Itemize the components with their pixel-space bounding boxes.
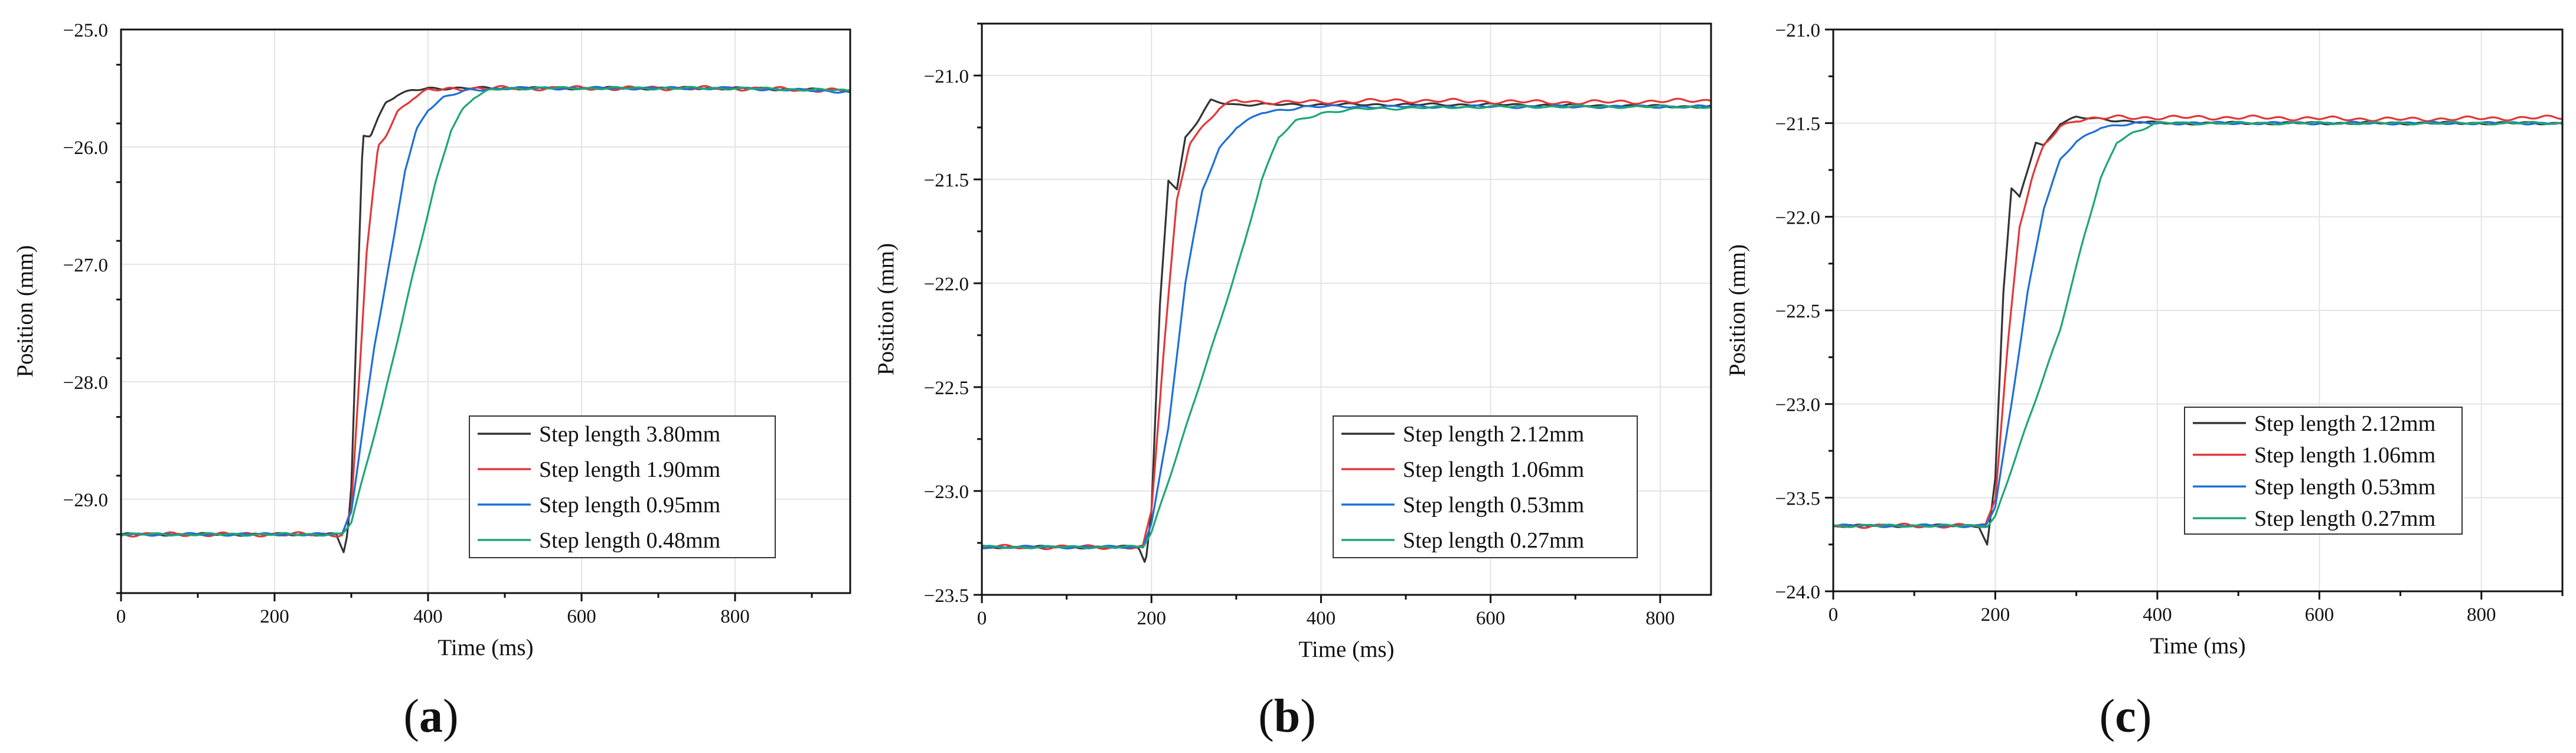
y-tick-label: −28.0 <box>63 372 108 394</box>
legend-label-4: Step length 0.27mm <box>1403 528 1584 553</box>
chart-panel-c: 0 200 400 600 800 −24.0 −23.5 −23.0 −22.5 −22.0 −2… <box>1725 20 2564 742</box>
y-tick-label: −26.0 <box>63 137 108 159</box>
y-tick-label: −29.0 <box>63 490 108 511</box>
x-tick-label: 0 <box>116 606 126 627</box>
y-tick-label: −22.5 <box>1775 301 1820 322</box>
x-tick-label: 800 <box>720 606 750 627</box>
legend-label-1: Step length 3.80mm <box>539 422 720 447</box>
x-tick-label: 200 <box>1981 604 2010 626</box>
x-axis-label: Time (ms) <box>1298 637 1394 662</box>
y-tick-label: −24.0 <box>1775 582 1820 603</box>
legend-label-4: Step length 0.27mm <box>2254 506 2435 531</box>
x-axis-label: Time (ms) <box>2150 633 2245 659</box>
y-tick-label: −21.0 <box>1775 20 1820 41</box>
y-tick-label: −21.5 <box>924 170 969 191</box>
series-line-2 <box>982 97 1711 551</box>
series-line-4 <box>1833 120 2562 528</box>
x-tick-label: 0 <box>1829 604 1839 626</box>
plot-frame <box>120 28 851 594</box>
chart-panel-a: 0 200 400 600 800 −29.0 −28.0 −27.0 −26.0 −25.0 Ti… <box>12 20 851 742</box>
x-tick-label: 600 <box>1476 608 1506 629</box>
y-tick-label: −25.0 <box>63 20 108 41</box>
x-tick-label: 200 <box>1137 608 1166 629</box>
y-tick-label: −23.0 <box>924 482 969 503</box>
y-tick-label: −22.0 <box>1775 207 1820 228</box>
x-axis-label: Time (ms) <box>438 635 533 660</box>
y-tick-label: −21.0 <box>924 66 969 87</box>
chart-panel-b: 0 200 400 600 800 −23.5 −23.0 −22.5 −22.0 −21.5 −2… <box>873 22 1712 742</box>
legend-label-3: Step length 0.53mm <box>1403 493 1584 518</box>
x-tick-label: 200 <box>260 606 289 627</box>
y-tick-label: −23.0 <box>1775 395 1820 416</box>
y-axis-label: Position (mm) <box>873 243 899 375</box>
x-tick-label: 400 <box>1307 608 1336 629</box>
legend-box <box>2184 407 2463 535</box>
x-tick-label: 400 <box>2143 604 2172 626</box>
plot-frame <box>981 22 1712 596</box>
y-tick-label: −21.5 <box>1775 114 1820 135</box>
x-tick-label: 600 <box>2305 604 2335 626</box>
legend-label-3: Step length 0.95mm <box>539 493 720 518</box>
series-group <box>1833 114 2562 546</box>
series-group <box>982 97 1711 563</box>
y-tick-label: −27.0 <box>63 255 108 276</box>
legend-label-3: Step length 0.53mm <box>2254 474 2435 499</box>
x-tick-label: 800 <box>2467 604 2496 626</box>
y-tick-label: −22.5 <box>924 378 969 399</box>
legend-label-2: Step length 1.06mm <box>2254 443 2435 468</box>
panel-label: (c) <box>2100 690 2152 742</box>
x-tick-label: 400 <box>413 606 443 627</box>
legend-box <box>469 415 776 558</box>
x-tick-label: 0 <box>977 608 987 629</box>
y-tick-label: −23.5 <box>924 585 969 607</box>
series-line-2 <box>1833 114 2562 529</box>
y-axis-label: Position (mm) <box>1725 244 1750 377</box>
panel-label: (b) <box>1258 690 1316 742</box>
y-axis-label: Position (mm) <box>12 245 38 377</box>
legend-box <box>1333 415 1638 558</box>
legend-label-2: Step length 1.90mm <box>539 457 720 482</box>
y-tick-label: −22.0 <box>924 274 969 295</box>
legend-label-1: Step length 2.12mm <box>1403 422 1584 447</box>
series-line-4 <box>982 104 1711 549</box>
series-line-4 <box>121 86 850 537</box>
legend-label-2: Step length 1.06mm <box>1403 457 1584 482</box>
legend-label-4: Step length 0.48mm <box>539 528 720 553</box>
series-group <box>121 85 850 554</box>
y-tick-label: −23.5 <box>1775 488 1820 509</box>
x-tick-label: 600 <box>567 606 596 627</box>
panel-label: (a) <box>403 690 458 742</box>
x-tick-label: 800 <box>1645 608 1675 629</box>
legend-label-1: Step length 2.12mm <box>2254 411 2435 436</box>
